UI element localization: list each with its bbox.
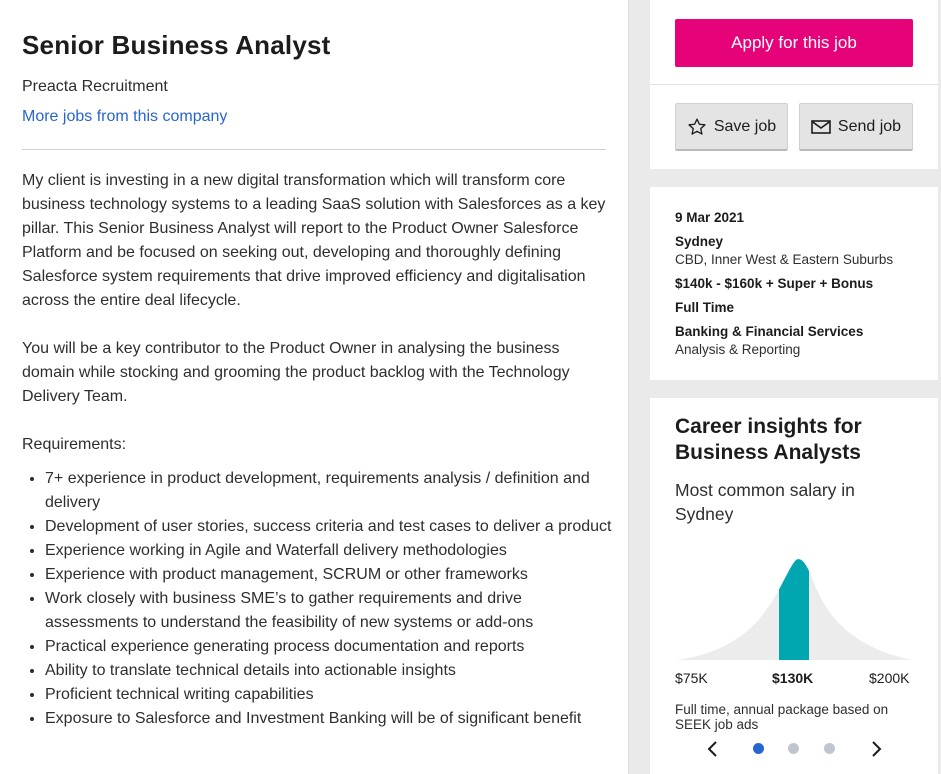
career-insights-subtitle: Most common salary in Sydney (675, 480, 855, 524)
job-title: Senior Business Analyst (22, 30, 331, 60)
divider (22, 149, 606, 150)
requirement-item: Experience with product management, SCRU… (45, 563, 612, 587)
job-description: My client is investing in a new digital … (22, 169, 612, 731)
carousel-dot[interactable] (788, 743, 799, 754)
listing-date: 9 Mar 2021 (675, 210, 745, 225)
apply-button[interactable]: Apply for this job (675, 19, 913, 67)
job-details-main: Senior Business Analyst Preacta Recruitm… (0, 0, 629, 774)
star-icon (687, 117, 707, 137)
job-work-type: Full Time (675, 300, 735, 315)
chevron-right-icon (865, 741, 887, 763)
send-job-label: Send job (837, 117, 902, 135)
save-job-label: Save job (713, 117, 777, 135)
carousel-next-button[interactable] (865, 738, 887, 760)
carousel-prev-button[interactable] (702, 738, 724, 760)
requirement-item: 7+ experience in product development, re… (45, 467, 612, 515)
job-meta-panel: 9 Mar 2021 Sydney CBD, Inner West & East… (650, 187, 938, 380)
mail-icon (811, 119, 831, 135)
carousel-dot[interactable] (824, 743, 835, 754)
chevron-left-icon (702, 741, 724, 763)
requirements-list: 7+ experience in product development, re… (22, 467, 612, 731)
career-insights-title: Career insights for Business Analysts (675, 415, 862, 464)
career-insights-panel: Career insights for Business Analysts Mo… (650, 398, 938, 774)
carousel-dot[interactable] (753, 743, 764, 754)
salary-note: Full time, annual package based on SEEK … (675, 702, 889, 732)
job-subclassification: Analysis & Reporting (675, 342, 801, 357)
description-paragraph: My client is investing in a new digital … (22, 172, 606, 309)
save-job-button[interactable]: Save job (675, 103, 788, 151)
divider (650, 84, 938, 85)
salary-low-label: $75K (675, 670, 708, 686)
requirement-item: Exposure to Salesforce and Investment Ba… (45, 707, 612, 731)
requirement-item: Development of user stories, success cri… (45, 515, 612, 539)
job-area: CBD, Inner West & Eastern Suburbs (675, 252, 894, 267)
job-classification: Banking & Financial Services (675, 324, 864, 339)
job-actions-panel: Apply for this job Save job Send job (650, 0, 938, 169)
common-salary-band (779, 559, 809, 660)
description-paragraph: You will be a key contributor to the Pro… (22, 340, 570, 405)
requirement-item: Work closely with business SME’s to gath… (45, 587, 612, 635)
send-job-button[interactable]: Send job (799, 103, 913, 151)
requirement-item: Ability to translate technical details i… (45, 659, 612, 683)
company-name: Preacta Recruitment (22, 78, 168, 95)
salary-common-label: $130K (772, 670, 814, 686)
job-location: Sydney (675, 234, 724, 249)
salary-high-label: $200K (869, 670, 910, 686)
more-jobs-link[interactable]: More jobs from this company (22, 108, 228, 125)
requirements-heading: Requirements: (22, 436, 127, 453)
salary-distribution-chart (676, 559, 912, 660)
job-salary: $140k - $160k + Super + Bonus (675, 276, 874, 291)
requirement-item: Experience working in Agile and Waterfal… (45, 539, 612, 563)
requirement-item: Proficient technical writing capabilitie… (45, 683, 612, 707)
requirement-item: Practical experience generating process … (45, 635, 612, 659)
job-meta: 9 Mar 2021 Sydney CBD, Inner West & East… (675, 209, 893, 359)
